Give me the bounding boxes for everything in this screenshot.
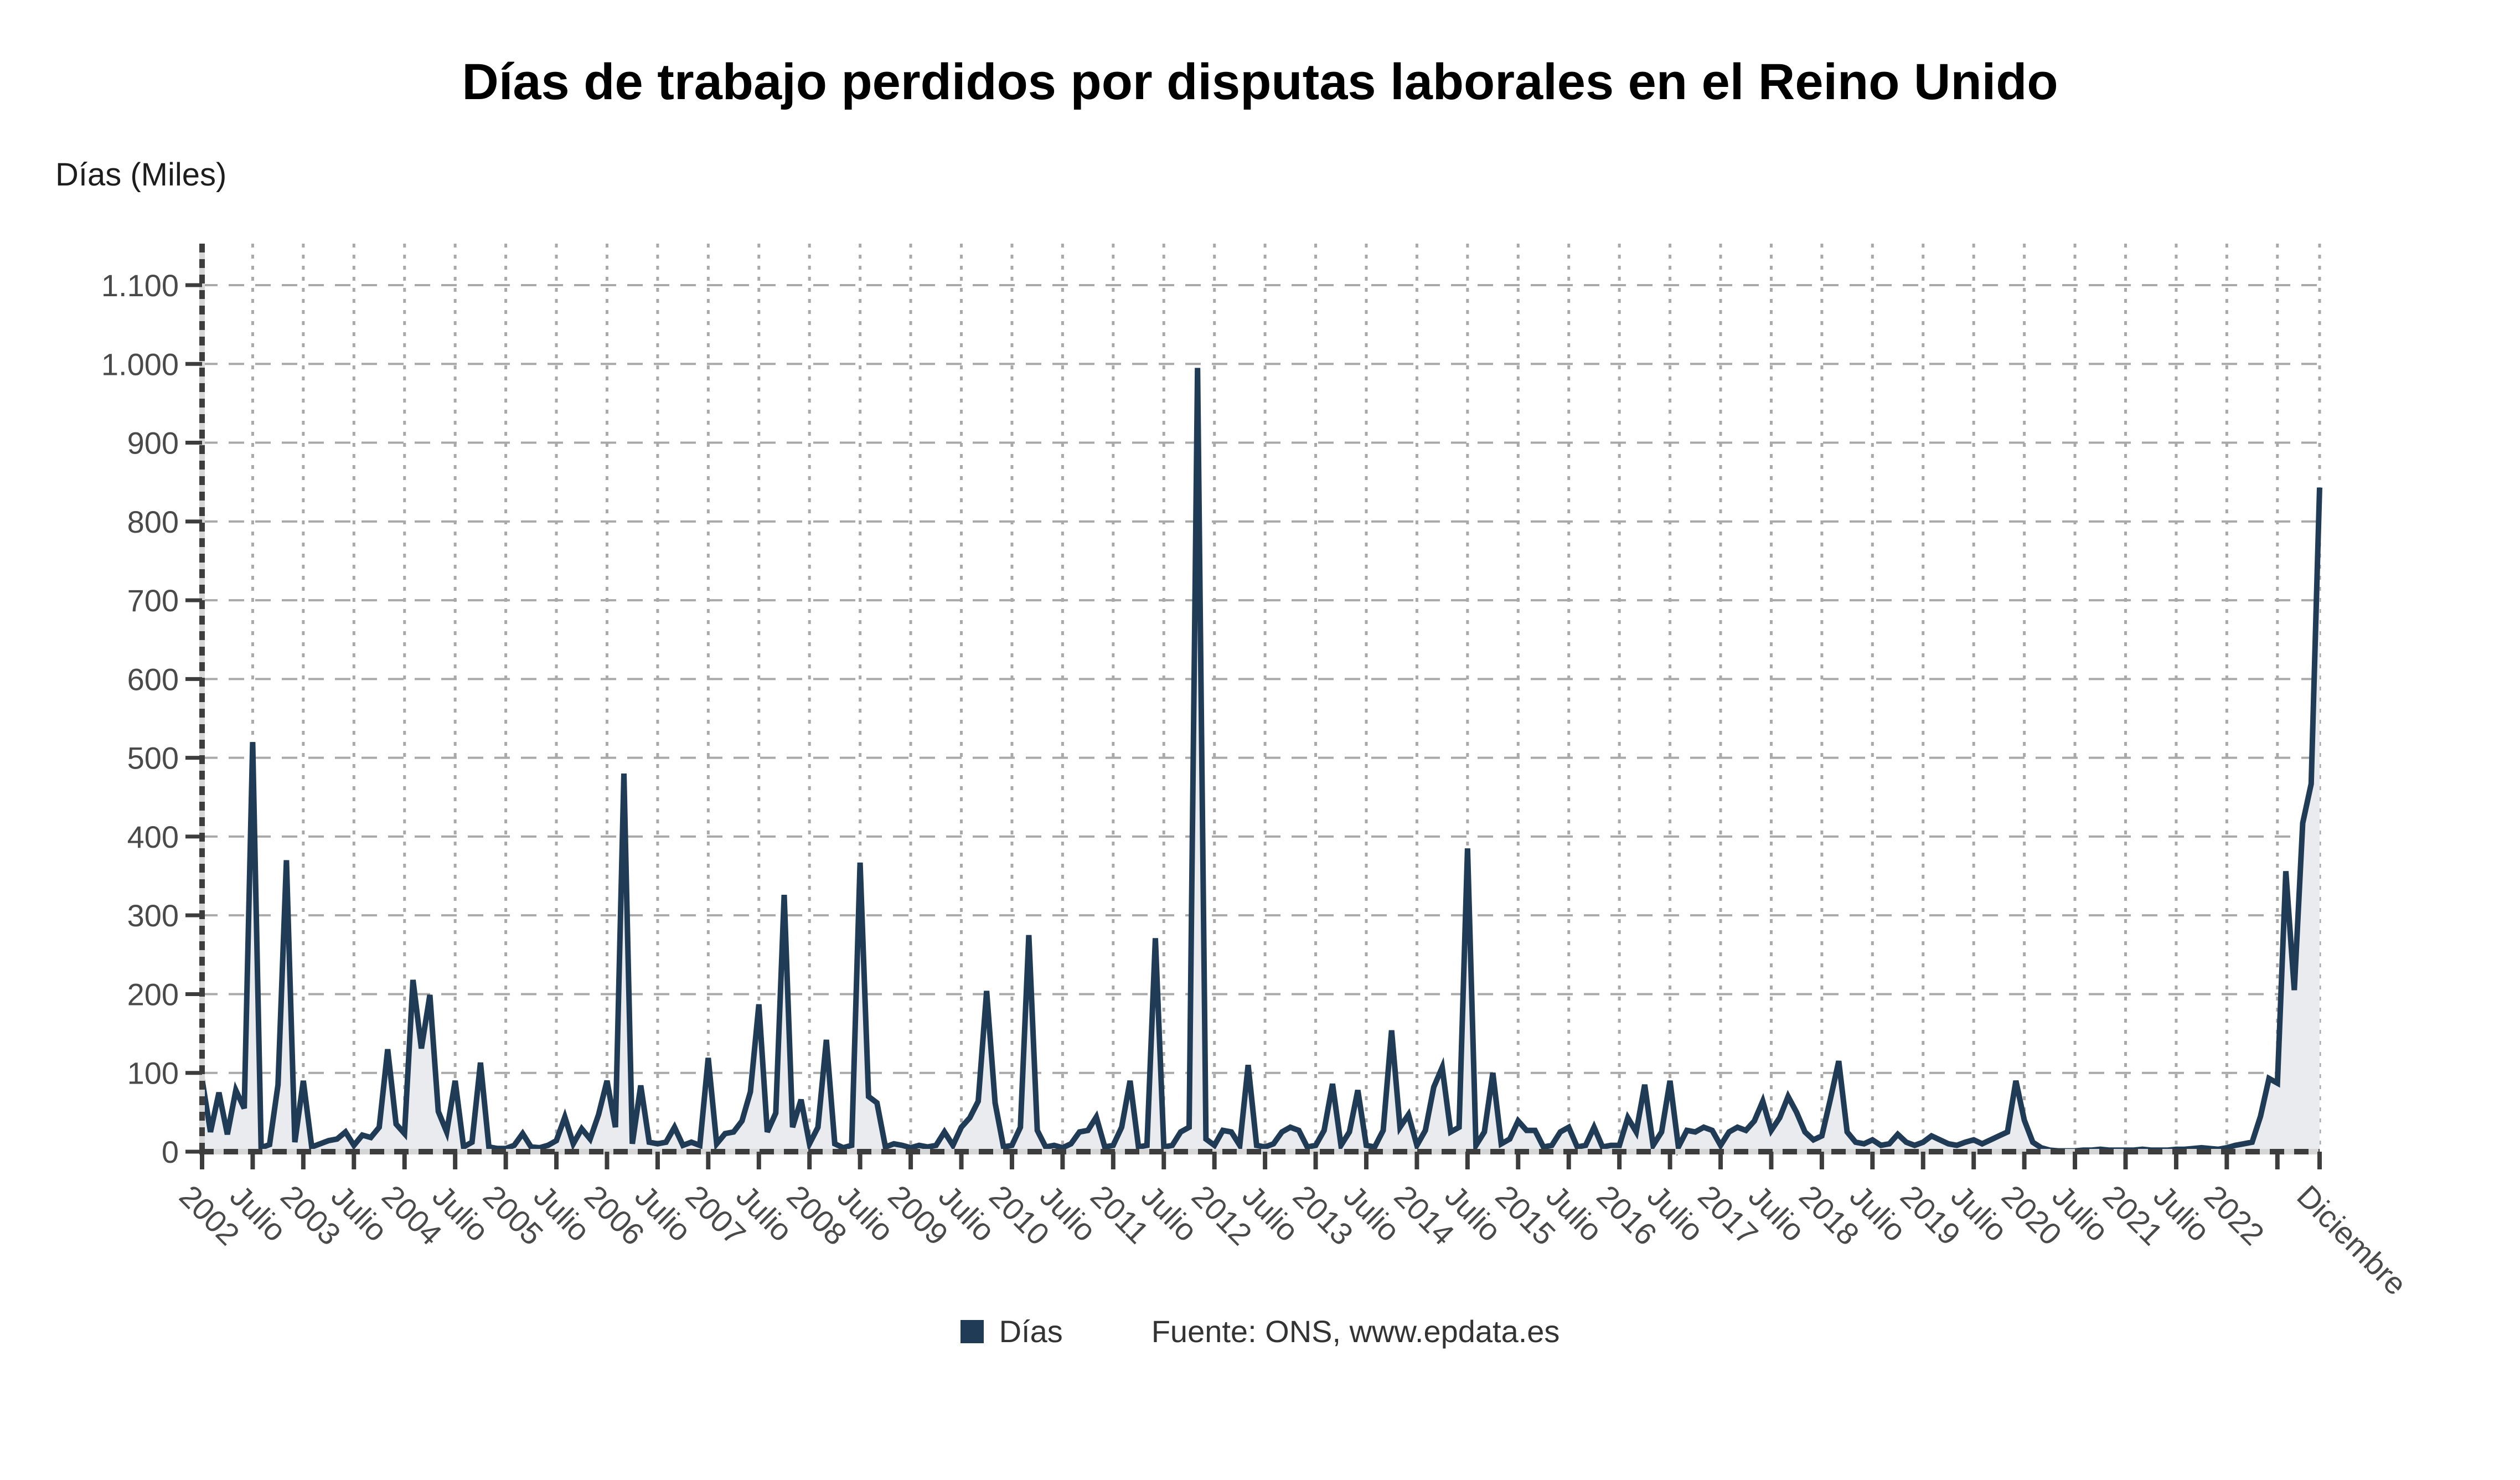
y-tick-label: 400 <box>127 819 179 854</box>
x-tick-label: 2002 <box>173 1178 246 1252</box>
x-tick-label-text: 2011 <box>1084 1178 1156 1250</box>
x-tick-label: Diciembre <box>2290 1178 2414 1302</box>
y-tick-label: 800 <box>127 504 179 539</box>
source-label: Fuente: ONS, www.epdata.es <box>1151 1314 1560 1349</box>
legend-item-dias[interactable]: Días <box>960 1313 1063 1349</box>
y-tick-label: 300 <box>127 898 179 933</box>
y-tick-label: 500 <box>127 741 179 776</box>
x-tick-label: 2011 <box>1084 1178 1156 1250</box>
y-tick-label: 200 <box>127 977 179 1012</box>
x-tick-label: Julio <box>1134 1178 1204 1248</box>
legend-series-label: Días <box>999 1314 1063 1349</box>
x-tick-label-text: Diciembre <box>2290 1178 2414 1302</box>
chart-legend: Días Fuente: ONS, www.epdata.es <box>0 1313 2520 1349</box>
dias-series-line <box>199 368 2322 1157</box>
x-tick-label-text: 2002 <box>173 1178 246 1252</box>
x-tick-label-text: Julio <box>1134 1178 1204 1248</box>
y-tick-label: 900 <box>127 426 179 461</box>
y-tick-label: 600 <box>127 662 179 697</box>
y-tick-label: 1.000 <box>101 347 179 381</box>
y-axis-title: Días (Miles) <box>55 157 227 193</box>
y-tick-label: 700 <box>127 583 179 618</box>
dias-series-swatch-icon <box>960 1319 984 1343</box>
y-tick-label: 100 <box>127 1056 179 1091</box>
page-title: Días de trabajo perdidos por disputas la… <box>462 54 2058 110</box>
dias-series-area <box>202 368 2320 1152</box>
y-tick-label: 1.100 <box>101 268 179 303</box>
y-tick-label: 0 <box>162 1135 179 1169</box>
